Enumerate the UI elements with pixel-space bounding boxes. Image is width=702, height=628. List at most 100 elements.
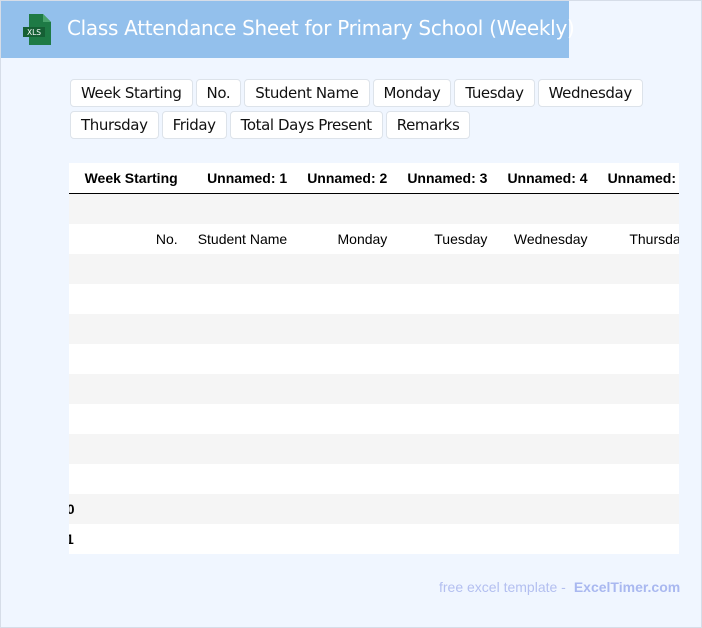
data-table-viewport[interactable]: Week Starting Unnamed: 1 Unnamed: 2 Unnamed… (69, 163, 679, 554)
table-cell (598, 374, 679, 404)
column-chip[interactable]: Tuesday (454, 79, 535, 107)
page-title: Class Attendance Sheet for Primary Schoo… (67, 16, 575, 40)
xls-file-icon: XLS (23, 14, 51, 45)
table-cell (75, 284, 188, 314)
footer-text: free excel template - (439, 579, 566, 595)
table-cell (397, 344, 497, 374)
index-header (69, 163, 75, 194)
column-chip[interactable]: Total Days Present (229, 111, 383, 139)
table-cell: Student Name (197, 230, 288, 247)
table-row: 11 (69, 523, 679, 554)
column-header: Unnamed: 3 (397, 163, 498, 194)
table-row: 0 (69, 193, 679, 224)
table-cell: Tuesday (434, 230, 488, 247)
table-cell (297, 374, 397, 404)
table-cell (75, 524, 188, 554)
svg-text:XLS: XLS (27, 28, 41, 37)
table-cell (188, 434, 298, 464)
title-bar: XLS Class Attendance Sheet for Primary S… (1, 1, 575, 58)
table-cell (75, 254, 188, 284)
table-cell (297, 344, 397, 374)
table-row: 9 (69, 463, 679, 494)
table-row: 4 (69, 313, 679, 344)
table-row: 1No.Student NameMondayTuesdayWednesdayTh… (69, 223, 679, 254)
table-cell (497, 524, 597, 554)
table-cell (598, 404, 679, 434)
table-cell (297, 314, 397, 344)
table-cell (598, 464, 679, 494)
table-cell (497, 404, 597, 434)
table-cell (397, 193, 497, 224)
table-row: 8 (69, 433, 679, 464)
table-cell (598, 524, 679, 554)
table-cell (397, 374, 497, 404)
column-chip[interactable]: Student Name (244, 79, 370, 107)
table-cell (497, 374, 597, 404)
table-cell (188, 284, 298, 314)
table-cell (297, 284, 397, 314)
table-cell (598, 494, 679, 524)
table-cell (188, 524, 298, 554)
table-cell: Thursday (629, 230, 679, 247)
table-cell (188, 344, 298, 374)
table-cell (598, 284, 679, 314)
table-cell (75, 434, 188, 464)
footer: free excel template - ExcelTimer.com (439, 579, 680, 595)
table-cell (188, 314, 298, 344)
table-cell (397, 464, 497, 494)
column-chip[interactable]: Thursday (70, 111, 159, 139)
table-cell (497, 193, 597, 224)
table-cell (598, 314, 679, 344)
table-row: 6 (69, 373, 679, 404)
table-row: 10 (69, 493, 679, 524)
column-chips: Week Starting No. Student Name Monday Tuesda… (70, 79, 700, 139)
table-cell (75, 494, 188, 524)
table-cell (397, 524, 497, 554)
table-cell (297, 524, 397, 554)
column-chip[interactable]: Friday (161, 111, 227, 139)
table-cell (297, 464, 397, 494)
table-cell (397, 434, 497, 464)
table-row: 5 (69, 343, 679, 374)
table-cell (397, 404, 497, 434)
data-table: Week Starting Unnamed: 1 Unnamed: 2 Unnamed… (69, 163, 679, 554)
table-cell (397, 254, 497, 284)
column-chip[interactable]: No. (195, 79, 242, 107)
row-index: 10 (69, 500, 75, 517)
table-row: 7 (69, 403, 679, 434)
table-row: 2 (69, 253, 679, 284)
table-cell (497, 494, 597, 524)
table-cell (188, 464, 298, 494)
table-cell (598, 344, 679, 374)
row-index: 11 (69, 530, 74, 547)
table-cell (188, 404, 298, 434)
table-cell (75, 374, 188, 404)
column-header: Week Starting (74, 163, 188, 194)
table-cell (497, 254, 597, 284)
table-cell (397, 494, 497, 524)
footer-brand-link[interactable]: ExcelTimer.com (573, 579, 681, 595)
table-cell (297, 254, 397, 284)
column-chip[interactable]: Monday (372, 79, 452, 107)
table-cell (397, 314, 497, 344)
table-cell (497, 344, 597, 374)
table-row: 3 (69, 283, 679, 314)
table-cell (188, 494, 298, 524)
table-cell (297, 404, 397, 434)
table-cell (297, 193, 397, 224)
table-cell (75, 193, 188, 224)
table-cell (497, 464, 597, 494)
table-cell (297, 494, 397, 524)
column-chip[interactable]: Remarks (385, 111, 471, 139)
table-cell: Wednesday (513, 230, 588, 247)
table-cell (397, 284, 497, 314)
column-header: Unnamed: 1 (187, 163, 298, 194)
table-cell (75, 464, 188, 494)
table-cell (497, 314, 597, 344)
table-cell (297, 434, 397, 464)
table-cell: No. (155, 230, 178, 247)
table-cell (188, 193, 298, 224)
column-chip[interactable]: Week Starting (70, 79, 193, 107)
column-chip[interactable]: Wednesday (537, 79, 643, 107)
column-header: Unnamed: 5 (597, 163, 679, 194)
